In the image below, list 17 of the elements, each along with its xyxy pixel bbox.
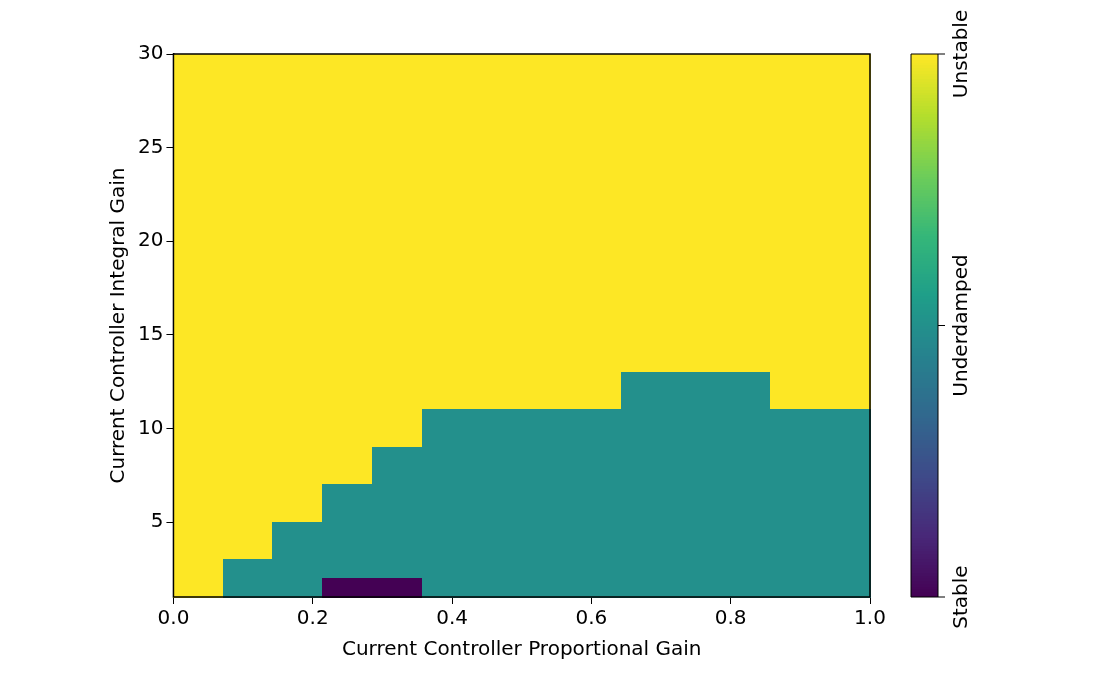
y-tick-label: 25 — [138, 133, 164, 158]
y-tick-label: 10 — [138, 414, 164, 439]
color-bar-label: Unstable — [948, 9, 973, 99]
color-bar-label: Stable — [948, 565, 973, 629]
x-tick-label: 0.0 — [157, 605, 190, 630]
x-tick-label: 0.8 — [714, 605, 747, 630]
x-tick-label: 0.6 — [575, 605, 608, 630]
y-tick-label: 30 — [138, 40, 164, 65]
y-tick-label: 20 — [138, 227, 164, 252]
y-axis-title: Current Controller Integral Gain — [105, 167, 130, 484]
x-tick-label: 1.0 — [854, 605, 886, 630]
x-axis-title: Current Controller Proportional Gain — [341, 636, 702, 661]
y-tick-label: 5 — [150, 508, 164, 533]
y-tick-label: 15 — [138, 321, 164, 346]
x-tick-label: 0.2 — [296, 605, 329, 630]
x-tick-label: 0.4 — [436, 605, 468, 630]
color-bar-label: Underdamped — [948, 254, 973, 397]
